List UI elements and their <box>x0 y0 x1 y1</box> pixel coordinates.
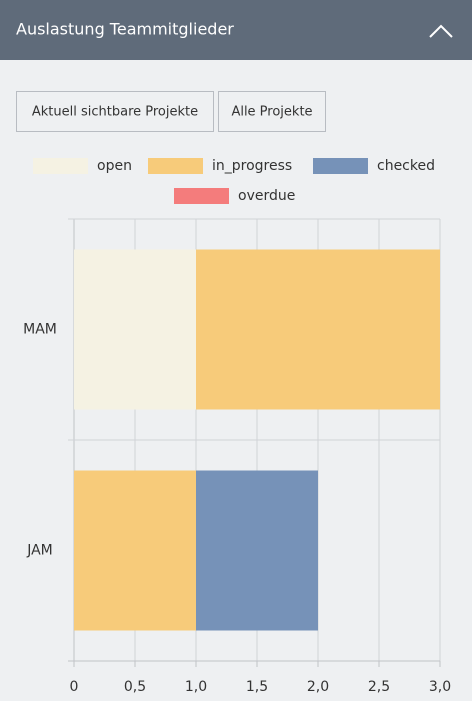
button-label: Aktuell sichtbare Projekte <box>32 105 198 120</box>
bar <box>74 470 196 631</box>
collapse-icon[interactable] <box>429 24 453 38</box>
legend-swatch <box>33 158 88 174</box>
button[interactable] <box>16 91 214 132</box>
button-label: Alle Projekte <box>231 105 312 120</box>
x-tick-label: 0,5 <box>124 679 146 695</box>
panel-header[interactable] <box>0 0 472 60</box>
legend-swatch <box>148 158 203 174</box>
y-tick-label: JAM <box>26 543 53 559</box>
legend-label: overdue <box>238 188 295 204</box>
bar <box>196 249 440 410</box>
x-tick-label: 1,0 <box>185 679 207 695</box>
legend-label: in_progress <box>212 158 292 174</box>
x-tick-label: 2,5 <box>368 679 390 695</box>
legend-swatch <box>174 188 229 204</box>
panel-title: Auslastung Teammitglieder <box>16 20 234 39</box>
button[interactable] <box>218 91 326 132</box>
legend-label: open <box>97 158 132 174</box>
x-tick-label: 3,0 <box>429 679 451 695</box>
legend-swatch <box>313 158 368 174</box>
bar <box>196 470 318 631</box>
x-tick-label: 2,0 <box>307 679 329 695</box>
x-tick-label: 0 <box>70 679 79 695</box>
y-tick-label: MAM <box>23 322 57 338</box>
bar <box>74 249 196 410</box>
x-tick-label: 1,5 <box>246 679 268 695</box>
legend-label: checked <box>377 158 435 174</box>
